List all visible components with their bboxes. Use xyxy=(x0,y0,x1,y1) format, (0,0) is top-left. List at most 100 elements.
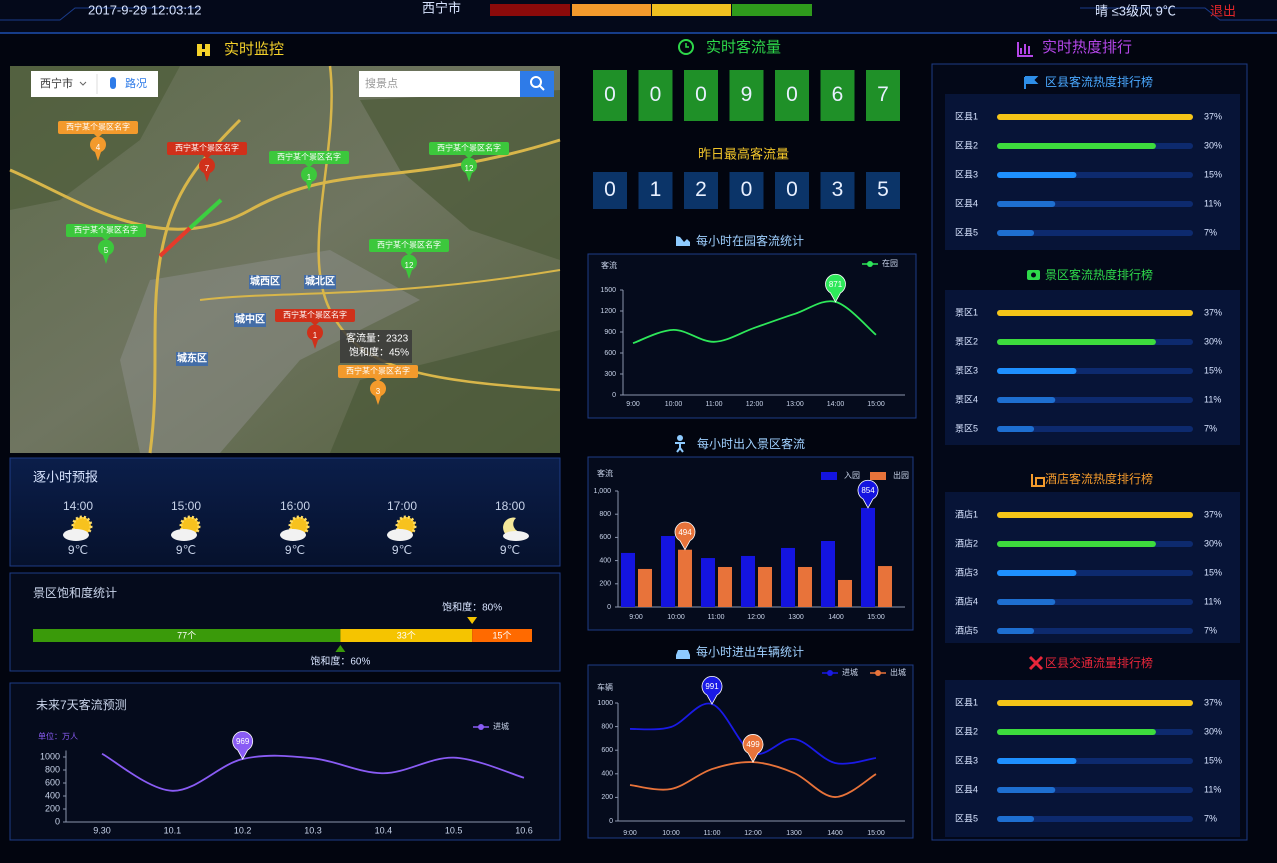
spot-label-box xyxy=(429,142,509,155)
level-band xyxy=(652,4,731,16)
logout[interactable]: 退出 xyxy=(1210,3,1236,18)
chart-panel xyxy=(587,253,917,419)
bar xyxy=(678,549,692,607)
weather: 晴 ≤3级风 9℃ xyxy=(1095,3,1176,18)
y-tick-label: 0 xyxy=(55,816,60,826)
map-hill xyxy=(360,90,560,260)
spot-pin xyxy=(401,254,417,279)
ranking-value: 11% xyxy=(1204,198,1221,208)
spot-number: 7 xyxy=(205,164,210,173)
ranking-bar xyxy=(997,172,1077,178)
y-tick-label: 1200 xyxy=(600,308,616,315)
x-tick-label: 11:00 xyxy=(706,401,723,408)
tooltip-box xyxy=(340,330,412,363)
ranking-label: 酒店4 xyxy=(955,595,978,606)
bar xyxy=(661,536,675,607)
y-tick-label: 800 xyxy=(599,511,611,518)
forecast-temp: 9℃ xyxy=(285,543,305,557)
city-select[interactable]: 西宁市 xyxy=(40,76,73,90)
x-tick-label: 14:00 xyxy=(827,401,845,408)
spot-label-box xyxy=(58,121,138,134)
spot-label-box xyxy=(338,365,418,378)
bar xyxy=(781,547,795,607)
x-tick-label: 9:00 xyxy=(629,614,643,621)
digit-box xyxy=(638,70,673,121)
chart-title: 每小时进出车辆统计 xyxy=(696,644,804,659)
mark-point xyxy=(825,273,846,303)
legend-label: 出城 xyxy=(890,667,906,677)
mark-point-label: 991 xyxy=(705,682,719,691)
section-title: 实时监控 xyxy=(224,41,284,58)
ranking-value: 15% xyxy=(1204,365,1222,375)
spot-number: 3 xyxy=(376,387,381,396)
digit: 1 xyxy=(650,178,662,201)
y-tick-label: 1,000 xyxy=(593,488,611,495)
forecast-panel xyxy=(9,457,561,567)
ranking-bar xyxy=(997,143,1156,149)
ranking-label: 区县3 xyxy=(955,169,978,179)
map[interactable]: 西宁市 路况 搜景点 客流量：2323 饱和度：45% xyxy=(9,65,561,454)
ranking-label: 区县3 xyxy=(955,755,978,765)
spot-label-tail xyxy=(374,378,382,382)
city-select-box[interactable] xyxy=(31,71,158,97)
spot-label-tail xyxy=(102,237,110,241)
ranking-label: 酒店5 xyxy=(955,624,978,635)
spot-label-tail xyxy=(465,155,473,159)
ranking-bar xyxy=(997,339,1156,345)
cloud-icon xyxy=(63,529,89,541)
header-deco xyxy=(0,7,1277,21)
y-tick-label: 300 xyxy=(604,371,616,378)
digit-box xyxy=(820,172,855,209)
digit: 0 xyxy=(695,83,707,106)
chart-title: 每小时在园客流统计 xyxy=(696,233,804,248)
y-tick-label: 400 xyxy=(599,557,611,564)
bar xyxy=(741,555,755,607)
forecast-hour: 17:00 xyxy=(387,499,417,513)
spot-number: 1 xyxy=(313,331,318,340)
ranking-bar xyxy=(997,570,1077,576)
digit: 0 xyxy=(604,83,616,106)
x-tick-label: 9.30 xyxy=(93,825,111,835)
search-placeholder[interactable]: 搜景点 xyxy=(365,76,398,90)
x-tick-label: 13:00 xyxy=(786,401,804,408)
search-box[interactable] xyxy=(359,71,520,97)
spot-number: 12 xyxy=(465,164,474,173)
cloud-icon xyxy=(171,529,197,541)
spot-label-box xyxy=(369,239,449,252)
ranking-value: 30% xyxy=(1204,538,1222,548)
segment-label: 33个 xyxy=(397,630,416,640)
y-tick-label: 1000 xyxy=(40,751,60,761)
digit-box xyxy=(775,172,809,209)
line-series xyxy=(101,752,525,792)
ranking-value: 15% xyxy=(1204,169,1222,179)
spot-label: 西宁某个景区名字 xyxy=(377,240,441,250)
x-tick-label: 10.4 xyxy=(375,825,393,835)
ranking-value: 37% xyxy=(1204,111,1222,121)
section-title: 实时客流量 xyxy=(706,39,781,56)
ranking-value: 30% xyxy=(1204,336,1222,346)
spot-pin xyxy=(199,157,215,182)
spot-pin xyxy=(460,157,477,182)
y-tick-label: 0 xyxy=(609,818,613,825)
ranking-value: 7% xyxy=(1204,813,1217,823)
search-button[interactable] xyxy=(520,71,554,97)
person-icon xyxy=(677,435,683,441)
x-tick-label: 15:00 xyxy=(867,401,885,408)
ranking-label: 酒店2 xyxy=(955,537,978,548)
y-tick-label: 200 xyxy=(601,794,613,801)
bar xyxy=(701,558,715,607)
ranking-label: 区县5 xyxy=(955,813,978,823)
traffic-toggle[interactable]: 路况 xyxy=(125,77,147,90)
saturation-marker xyxy=(467,617,478,624)
flag-icon xyxy=(1024,76,1039,89)
cloud-icon xyxy=(280,529,306,541)
clock-icon xyxy=(678,39,694,55)
bar xyxy=(861,507,875,607)
level-band xyxy=(572,4,651,16)
x-tick-label: 10.2 xyxy=(234,825,252,835)
digit: 9 xyxy=(741,83,753,106)
ranking-bar xyxy=(997,114,1193,120)
district-box xyxy=(234,313,266,327)
map-hill xyxy=(330,330,560,453)
